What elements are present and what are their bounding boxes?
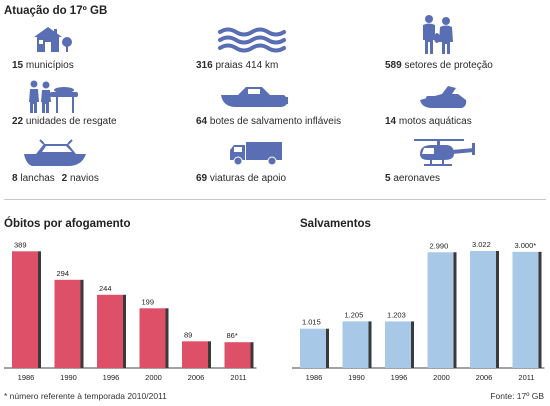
stat-number: 64 (196, 116, 208, 127)
truck-icon (228, 140, 284, 166)
rescues-tick-label: 2006 (476, 373, 493, 382)
stat-number: 22 (12, 116, 24, 127)
drownings-value-label: 294 (57, 269, 70, 278)
rescues-bar (300, 328, 326, 368)
stretcher-rescue-icon (26, 80, 80, 114)
footnote: * número referente à temporada 2010/2011 (4, 391, 167, 401)
rescues-tick-label: 2000 (433, 373, 450, 382)
stat-beaches: 316 praias 414 km (196, 60, 278, 71)
drownings-tick-label: 1986 (18, 373, 35, 382)
drownings-bar-shadow (123, 294, 126, 368)
rescues-chart-title: Salvamentos (300, 218, 371, 230)
house-icon (30, 24, 74, 54)
rescues-bar-shadow (411, 321, 414, 368)
rescues-bar-shadow (368, 321, 372, 368)
stat-label: aeronaves (393, 173, 441, 184)
drownings-value-label: 244 (99, 284, 112, 293)
rescues-tick-label: 1990 (348, 373, 365, 382)
rescues-value-label: 3.022 (472, 240, 491, 249)
stat-label: motos aquáticas (398, 116, 472, 127)
drownings-bar-shadow (38, 251, 41, 368)
drownings-chart-svg: 389 1986 294 1990 244 1996 199 2000 89 2006 86* 201… (4, 240, 257, 382)
inflatable-boat-icon (218, 83, 290, 111)
stat-protection-sectors: 589 setores de proteção (385, 60, 493, 71)
stat-aircraft: 5 aeronaves (385, 173, 440, 184)
drownings-tick-label: 2011 (230, 373, 246, 382)
rescues-value-label: 1.205 (345, 310, 364, 319)
drownings-bar (182, 341, 208, 368)
stat-label: botes de salvamento infláveis (209, 116, 342, 127)
drownings-chart-title: Óbitos por afogamento (4, 218, 131, 230)
drownings-tick-label: 1990 (60, 373, 77, 382)
rescues-bar-shadow (496, 251, 499, 368)
drownings-bar (54, 279, 81, 368)
rescues-bar-shadow (326, 328, 329, 368)
helicopter-icon (410, 136, 480, 170)
stat-label: lanchas (20, 173, 55, 184)
drownings-value-label: 199 (142, 297, 155, 306)
drownings-bar (224, 342, 251, 368)
drownings-value-label: 89 (184, 330, 192, 339)
stat-label: municípios (25, 60, 74, 71)
rescues-chart-svg: 1.015 1986 1.205 1990 1.203 1996 2.990 2000 3.02… (292, 240, 545, 382)
drownings-bar-shadow (165, 308, 169, 368)
rescues-value-label: 1.015 (302, 318, 321, 327)
stat-label: viaturas de apoio (209, 173, 287, 184)
drownings-tick-label: 2000 (145, 373, 162, 382)
stat-number: 14 (385, 116, 397, 127)
drownings-bar (12, 251, 38, 368)
rescues-bar-shadow (453, 252, 457, 368)
stat-number: 69 (196, 173, 208, 184)
section-divider (4, 199, 546, 200)
rescues-bar (512, 251, 539, 368)
stat-number: 8 (12, 173, 18, 184)
stat-label: unidades de resgate (25, 116, 117, 127)
drownings-tick-label: 1996 (103, 373, 120, 382)
rescues-tick-label: 2011 (518, 373, 534, 382)
source-note: Fonte: 17º GB (490, 391, 544, 401)
stat-number: 15 (12, 60, 24, 71)
drownings-chart: 389 1986 294 1990 244 1996 199 2000 89 2006 86* 201… (0, 230, 275, 390)
stat-support-vehicles: 69 viaturas de apoio (196, 173, 286, 184)
jet-ski-icon (418, 84, 468, 110)
rescues-value-label: 1.203 (387, 310, 406, 319)
drownings-bar-shadow (80, 279, 84, 368)
drownings-bar (97, 294, 123, 368)
drownings-bar (139, 308, 166, 368)
stat-number-secondary: 2 (61, 173, 68, 184)
stat-number: 589 (385, 60, 402, 71)
stat-label: setores de proteção (404, 60, 493, 71)
infographic-title: Atuação do 17º GB (4, 5, 108, 17)
stat-inflatable-boats: 64 botes de salvamento infláveis (196, 116, 341, 127)
rescues-bar (427, 252, 454, 368)
waves-icon (218, 26, 286, 54)
rescues-bar (385, 321, 411, 368)
stat-municipalities: 15 municípios (12, 60, 74, 71)
rescues-tick-label: 1996 (391, 373, 408, 382)
rescues-bar-shadow (538, 251, 542, 368)
rescues-bar (470, 251, 496, 368)
stat-jet-skis: 14 motos aquáticas (385, 116, 472, 127)
drownings-value-label: 86* (227, 331, 238, 340)
stat-number: 5 (385, 173, 391, 184)
stat-speedboats-ships: 8 lanchas 2 navios (12, 173, 99, 184)
rescues-bar (342, 321, 369, 368)
rescues-value-label: 2.990 (430, 241, 449, 250)
stat-rescue-units: 22 unidades de resgate (12, 116, 117, 127)
lifeguards-icon (418, 14, 458, 56)
stat-label: praias 414 km (215, 60, 279, 71)
drownings-bar-shadow (208, 341, 211, 368)
drownings-bar-shadow (250, 342, 254, 368)
rescues-chart: 1.015 1986 1.205 1990 1.203 1996 2.990 2000 3.02… (290, 230, 550, 390)
drownings-value-label: 389 (14, 240, 27, 249)
stat-label-secondary: navios (69, 173, 99, 184)
rescues-value-label: 3.000* (515, 241, 537, 250)
speedboat-icon (22, 138, 88, 168)
stat-number: 316 (196, 60, 213, 71)
drownings-tick-label: 2006 (188, 373, 205, 382)
rescues-tick-label: 1986 (306, 373, 323, 382)
